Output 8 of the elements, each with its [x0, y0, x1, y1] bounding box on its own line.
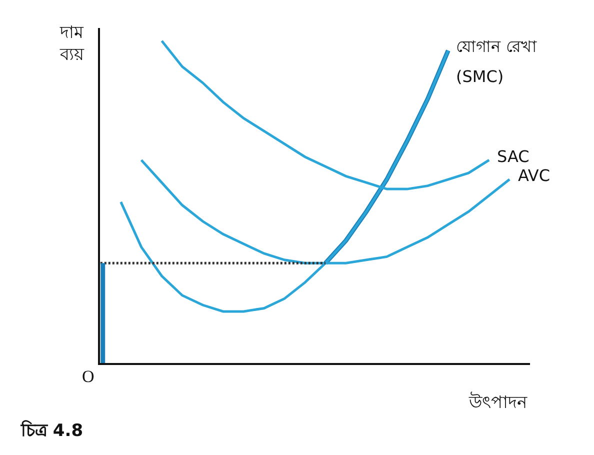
x-axis-title: উৎপাদন: [468, 392, 528, 413]
series-label: যোগান রেখা: [456, 37, 538, 56]
text: চিত্র 4.8: [20, 419, 84, 441]
text: O: [82, 367, 94, 386]
series-label: (SMC): [456, 67, 504, 86]
series-label: AVC: [518, 166, 550, 185]
series-label: SAC: [497, 147, 530, 166]
y-axis-title: দাম ব্যয়: [59, 23, 85, 66]
